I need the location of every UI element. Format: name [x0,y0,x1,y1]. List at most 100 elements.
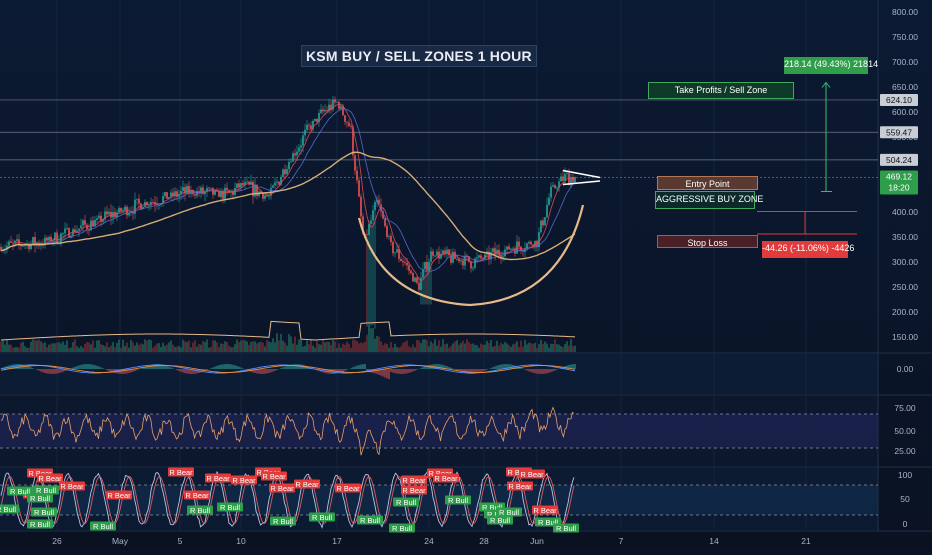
stoch-tick-label: 0 [903,519,908,529]
volume-bar [94,348,96,352]
volume-bar [458,345,460,352]
macd-histogram-bar [78,365,80,369]
volume-bar [436,346,438,352]
candle-body [540,220,542,232]
macd-histogram-bar [94,365,96,369]
volume-bar [334,341,336,352]
volume-bar [528,343,530,352]
volume-bar [138,345,140,352]
volume-bar [162,343,164,352]
macd-histogram-bar [532,369,534,373]
macd-histogram-bar [52,369,54,374]
candle-body [262,194,264,199]
volume-bar [532,344,534,352]
volume-bar [98,340,100,352]
candle-body [544,217,546,225]
volume-bar [42,343,44,352]
r-bull-signal: R Bull [556,524,576,533]
macd-histogram-bar [216,366,218,369]
volume-bar [260,342,262,352]
macd-histogram-bar [394,369,396,373]
candle-body [550,187,552,198]
candle-body [434,256,436,257]
volume-bar [554,339,556,352]
volume-bar [22,342,24,352]
volume-bar [426,340,428,352]
volume-bar [6,340,8,352]
candle-body [534,241,536,247]
macd-histogram-bar [224,364,226,369]
volume-bar [438,340,440,352]
entry-point-label[interactable]: Entry Point [657,176,758,190]
volume-bar [406,340,408,352]
candle-body [286,169,288,174]
take-profit-label[interactable]: Take Profits / Sell Zone [648,82,794,99]
volume-bar [102,345,104,352]
volume-bar [148,339,150,352]
volume-bar [410,348,412,352]
volume-bar [568,345,570,352]
candle-body [402,261,404,262]
volume-bar [462,341,464,352]
macd-histogram-bar [222,364,224,369]
macd-histogram-bar [544,369,546,374]
candle-body [238,183,240,187]
price-tick-label: 700.00 [892,57,918,67]
volume-bar [326,342,328,352]
candle-body [302,135,304,145]
volume-bar [66,340,68,352]
macd-histogram-bar [100,367,102,369]
r-bull-signal: R Bull [273,517,293,526]
volume-bar [556,344,558,352]
macd-histogram-bar [220,365,222,369]
volume-bar [198,344,200,352]
volume-bar [428,346,430,352]
candle-body [502,256,504,257]
volume-bar [52,343,54,352]
candle-body [358,180,360,196]
volume-bar [298,339,300,352]
volume-bar [156,343,158,352]
candle-body [226,188,228,190]
macd-histogram-bar [140,368,142,369]
macd-histogram-bar [84,364,86,369]
rsi-tick-label: 25.00 [894,446,916,456]
volume-bar [378,337,380,352]
candle-body [292,153,294,161]
macd-histogram-bar [534,369,536,373]
volume-bar [270,342,272,352]
volume-bar [214,340,216,352]
volume-bar [274,342,276,352]
buy-zone-label[interactable]: AGGRESSIVE BUY ZONE [655,191,755,209]
volume-bar [122,340,124,352]
volume-bar [174,347,176,352]
macd-histogram-bar [166,366,168,369]
volume-bar [4,345,6,352]
stop-loss-label[interactable]: Stop Loss [657,235,758,248]
macd-histogram-bar [420,368,422,369]
macd-histogram-bar [526,369,528,371]
volume-bar [144,339,146,352]
volume-bar [430,341,432,352]
r-bear-signal: R Bear [169,468,193,477]
candle-body [404,262,406,263]
macd-histogram-bar [486,369,488,370]
candle-body [68,228,70,237]
candle-body [370,221,372,224]
macd-histogram-bar [402,369,404,374]
candle-body [236,183,238,187]
volume-bar [400,346,402,352]
macd-histogram-bar [90,364,92,369]
candle-body [298,148,300,152]
macd-histogram-bar [572,364,574,369]
volume-bar [176,346,178,352]
volume-bar [58,342,60,352]
volume-bar [38,339,40,352]
volume-bar [34,340,36,352]
macd-histogram-bar [574,364,576,369]
candle-body [354,155,356,170]
candle-body [78,229,80,231]
macd-histogram-bar [232,365,234,369]
volume-bar [196,347,198,352]
r-bull-signal: R Bull [312,513,332,522]
